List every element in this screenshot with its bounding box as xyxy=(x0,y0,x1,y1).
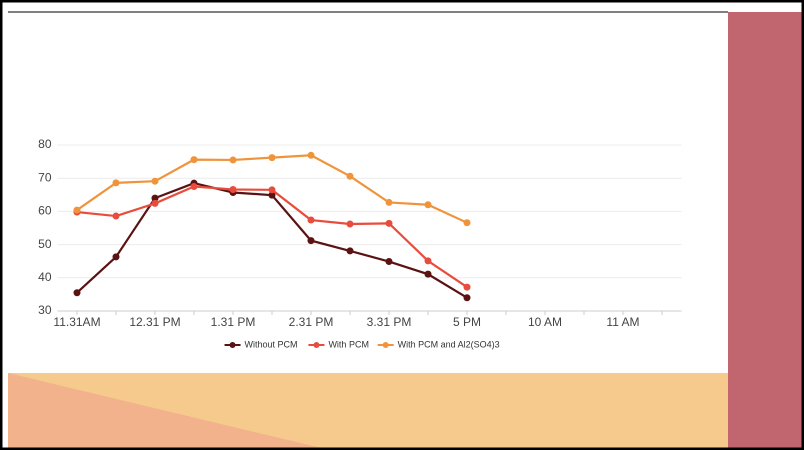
x-tick-label: 11.31AM xyxy=(53,315,100,329)
y-tick-label: 50 xyxy=(38,237,52,251)
legend-label: With PCM and Al2(SO4)3 xyxy=(398,339,500,349)
legend: Without PCM With PCM With PCM and Al2(SO4)… xyxy=(224,339,500,349)
point xyxy=(190,156,198,164)
point xyxy=(112,212,120,220)
side-band xyxy=(728,12,804,450)
legend-label: With PCM xyxy=(328,339,369,349)
x-tick-label: 10 AM xyxy=(528,315,562,329)
y-tick-label: 60 xyxy=(38,204,52,218)
x-tick-label: 12.31 PM xyxy=(129,315,180,329)
bottom-triangle xyxy=(8,373,330,450)
point xyxy=(424,257,432,265)
point xyxy=(112,179,120,187)
legend-marker xyxy=(382,342,389,348)
point xyxy=(151,177,159,185)
point xyxy=(463,219,471,227)
point xyxy=(151,194,159,202)
x-tick-label: 11 AM xyxy=(606,315,639,329)
point xyxy=(307,151,315,159)
point xyxy=(424,201,432,209)
point xyxy=(229,185,237,193)
point xyxy=(346,247,354,255)
point xyxy=(346,172,354,180)
point xyxy=(151,199,159,207)
y-tick-label: 80 xyxy=(38,137,52,151)
legend-label: Without PCM xyxy=(245,339,298,349)
point xyxy=(268,186,276,194)
point xyxy=(307,216,315,224)
legend-marker xyxy=(313,342,320,348)
point xyxy=(385,258,393,266)
plot: 30 40 50 60 70 80 11.31AM 12.31 PM 1.31 PM 2.31 P… xyxy=(38,137,682,329)
x-tick-label: 1.31 PM xyxy=(211,315,256,329)
point xyxy=(385,198,393,206)
point xyxy=(385,219,393,227)
point xyxy=(73,289,81,297)
point xyxy=(463,294,471,302)
point xyxy=(463,283,471,291)
y-tick-label: 30 xyxy=(38,303,52,317)
point xyxy=(268,191,276,199)
point xyxy=(346,220,354,228)
point xyxy=(229,156,237,164)
legend-marker xyxy=(229,342,236,348)
point xyxy=(112,253,120,261)
x-tick-label: 3.31 PM xyxy=(367,315,412,329)
y-tick-label: 70 xyxy=(38,170,52,184)
point xyxy=(268,154,276,162)
x-tick-label: 2.31 PM xyxy=(289,315,334,329)
point xyxy=(424,270,432,278)
point xyxy=(307,237,315,245)
y-tick-label: 40 xyxy=(38,270,52,284)
x-tick-label: 5 PM xyxy=(453,315,481,329)
point xyxy=(73,206,81,214)
point xyxy=(190,183,198,190)
